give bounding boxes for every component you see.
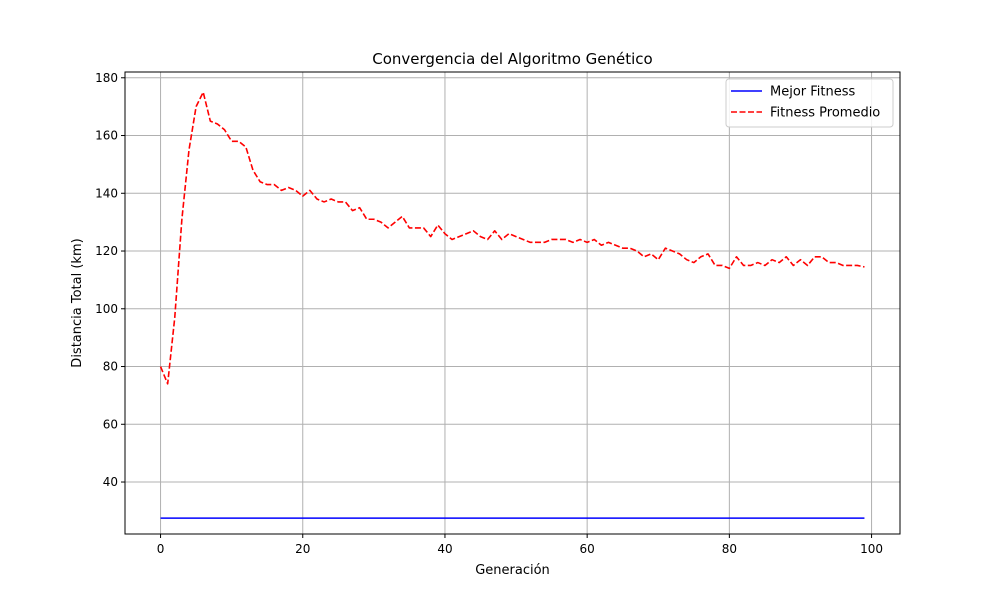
y-tick-label: 100 [95, 302, 118, 316]
plot-frame [124, 71, 901, 535]
legend-label-mejor-fitness: Mejor Fitness [770, 85, 856, 100]
y-axis-label: Distancia Total (km) [70, 238, 85, 367]
x-tick-label: 40 [437, 542, 452, 556]
legend: Mejor Fitness Fitness Promedio [725, 78, 894, 128]
x-tick-label: 60 [580, 542, 595, 556]
x-tick-label: 80 [722, 542, 737, 556]
ticks: 0 20 40 60 80 100 40 60 80 100 120 140 160 180 [95, 71, 883, 556]
y-tick-label: 160 [95, 129, 118, 143]
x-tick-label: 100 [860, 542, 883, 556]
y-tick-label: 60 [103, 417, 118, 431]
x-axis-label: Generación [475, 563, 550, 578]
y-tick-label: 140 [95, 186, 118, 200]
y-tick-label: 80 [103, 360, 118, 374]
y-tick-label: 40 [103, 475, 118, 489]
x-tick-label: 0 [157, 542, 165, 556]
y-tick-label: 180 [95, 71, 118, 85]
legend-box [725, 78, 894, 128]
series-layer [159, 91, 865, 519]
chart-title: Convergencia del Algoritmo Genético [372, 50, 652, 68]
x-tick-label: 20 [295, 542, 310, 556]
grid [125, 72, 900, 534]
y-tick-label: 120 [95, 244, 118, 258]
plot-area [125, 72, 900, 534]
series-line-fitness-promedio [159, 91, 865, 385]
legend-label-fitness-promedio: Fitness Promedio [770, 106, 880, 121]
